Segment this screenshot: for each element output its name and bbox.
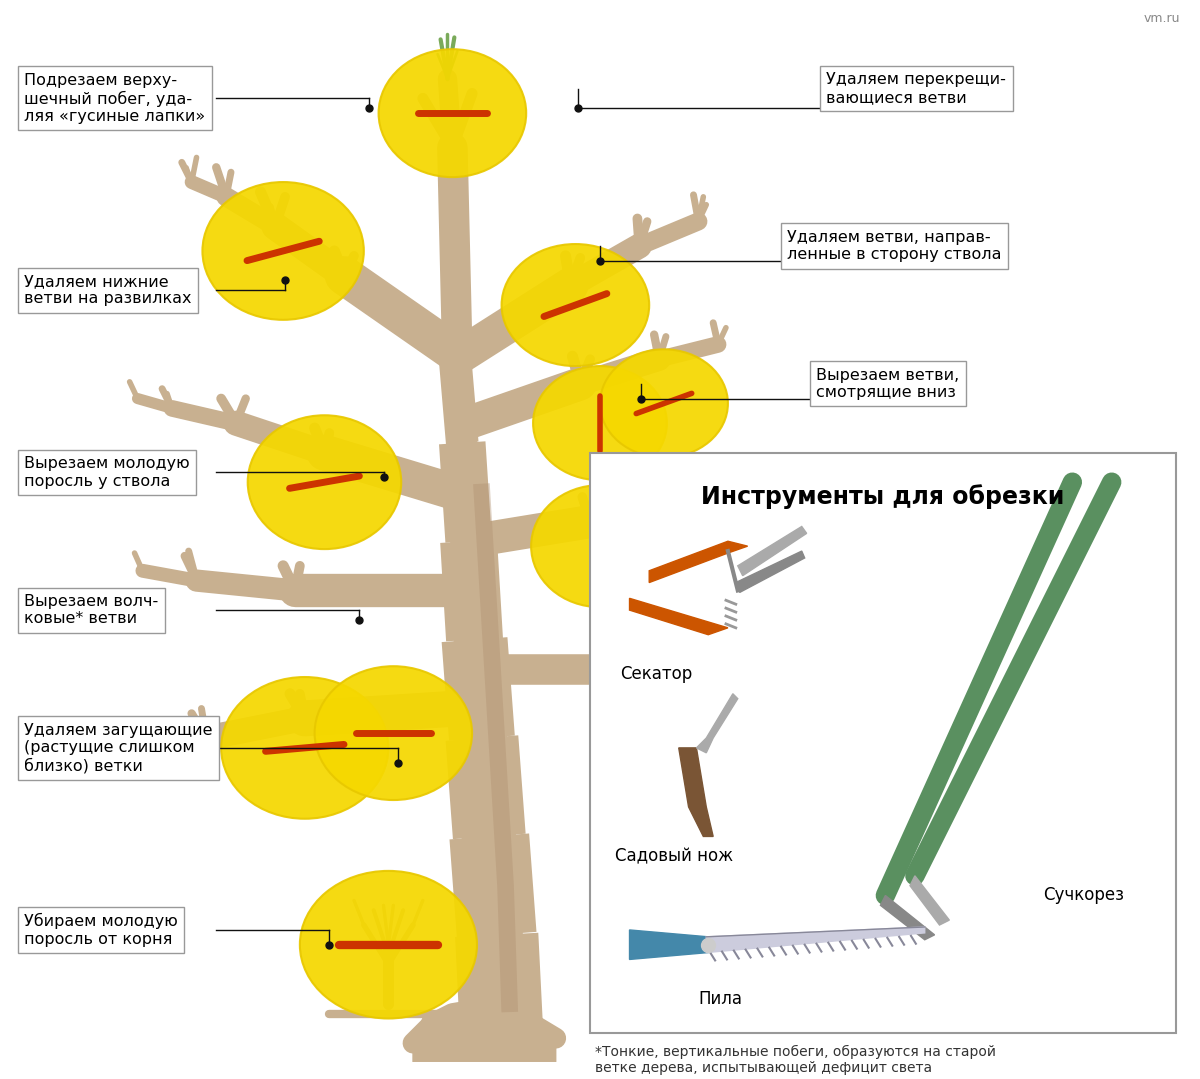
Ellipse shape [533,366,667,480]
Text: *Тонкие, вертикальные побеги, образуются на старой
ветке дерева, испытывающей де: *Тонкие, вертикальные побеги, образуются… [595,1046,996,1076]
Text: Подрезаем верху-
шечный побег, уда-
ляя «гусиные лапки»: Подрезаем верху- шечный побег, уда- ляя … [24,72,205,124]
Polygon shape [696,694,738,753]
Text: Удаляем загущающие
(растущие слишком
близко) ветки: Удаляем загущающие (растущие слишком бли… [24,723,212,774]
Bar [590,453,1176,1034]
Text: Пила: Пила [698,989,743,1008]
Text: Удаляем ветви, направ-
ленные в сторону ствола: Удаляем ветви, направ- ленные в сторону … [787,230,1002,262]
Text: Вырезаем молодую
поросль у ствола: Вырезаем молодую поросль у ствола [24,456,190,489]
Ellipse shape [203,182,364,319]
Ellipse shape [247,415,401,549]
Text: Вырезаем волч-
ковые* ветви: Вырезаем волч- ковые* ветви [24,593,158,626]
Polygon shape [448,354,526,1003]
Ellipse shape [221,677,389,819]
Polygon shape [679,748,713,836]
Polygon shape [738,527,806,576]
Text: Удаляем нижние
ветви на развилках: Удаляем нижние ветви на развилках [24,274,192,306]
Ellipse shape [300,871,476,1019]
Polygon shape [910,876,949,925]
Text: Убираем молодую
поросль от корня: Убираем молодую поросль от корня [24,913,178,946]
Ellipse shape [378,50,526,177]
Ellipse shape [314,666,472,800]
Ellipse shape [598,475,731,588]
Text: Инструменты для обрезки: Инструменты для обрезки [701,484,1064,509]
Polygon shape [736,551,805,592]
Polygon shape [630,599,728,634]
Ellipse shape [532,486,668,607]
Text: vm.ru: vm.ru [1144,12,1181,25]
Polygon shape [413,1003,556,1062]
Text: Секатор: Секатор [619,665,692,683]
Ellipse shape [502,244,649,366]
Text: Садовый нож: Садовый нож [614,847,733,865]
Polygon shape [630,930,708,959]
Text: Вырезаем ветви,
смотрящие вниз: Вырезаем ветви, смотрящие вниз [816,368,960,400]
Polygon shape [881,896,935,940]
Text: Сучкорез: Сучкорез [1043,887,1124,904]
Ellipse shape [600,350,728,457]
Polygon shape [707,927,925,953]
Text: Удаляем перекрещи-
вающиеся ветви: Удаляем перекрещи- вающиеся ветви [827,72,1007,105]
Polygon shape [649,542,748,583]
